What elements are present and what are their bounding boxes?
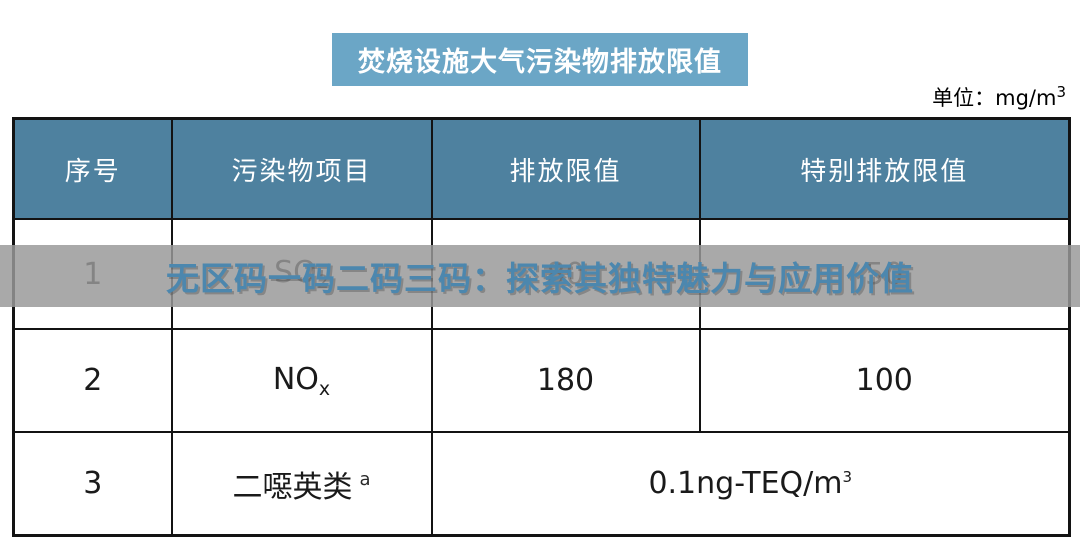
header-emission-limit: 排放限值 <box>430 117 701 220</box>
header-special-emission-limit: 特别排放限值 <box>698 117 1071 220</box>
unit-superscript: 3 <box>1056 83 1066 101</box>
table-row: 2 NOx 180 100 <box>12 328 1071 433</box>
table-row: 3 二噁英类 a 0.1ng-TEQ/m3 <box>12 431 1071 537</box>
pollutant-subscript: x <box>318 377 331 400</box>
pollutant-name: 二噁英类 <box>232 469 353 505</box>
cell-dioxin-limit-merged: 0.1ng-TEQ/m3 <box>430 431 1071 537</box>
cell-serial-3: 3 <box>12 431 173 537</box>
cell-pollutant-nox: NOx <box>170 328 433 433</box>
watermark-text: 无区码一码二码三码：探索其独特魅力与应用价值 <box>166 259 914 298</box>
footnote-superscript: a <box>359 468 371 490</box>
unit-label: 单位：mg/m3 <box>932 82 1066 112</box>
cell-limit-nox: 180 <box>430 328 701 433</box>
watermark-overlay-band: 无区码一码二码三码：探索其独特魅力与应用价值 <box>0 245 1080 307</box>
dioxin-limit-superscript: 3 <box>842 468 853 486</box>
emission-limits-table: 序号 污染物项目 排放限值 特别排放限值 1 SO2 80 50 2 NOx 1… <box>12 117 1071 537</box>
dioxin-limit-value: 0.1ng-TEQ/m <box>648 466 843 501</box>
pollutant-symbol: NO <box>272 361 319 397</box>
table-header-row: 序号 污染物项目 排放限值 特别排放限值 <box>12 117 1071 220</box>
page-title: 焚烧设施大气污染物排放限值 <box>332 33 748 86</box>
unit-text: 单位：mg/m <box>932 86 1057 110</box>
header-pollutant-item: 污染物项目 <box>170 117 433 220</box>
cell-pollutant-dioxin: 二噁英类 a <box>170 431 433 537</box>
cell-serial-2: 2 <box>12 328 173 433</box>
header-serial-number: 序号 <box>12 117 173 220</box>
cell-special-nox: 100 <box>698 328 1071 433</box>
